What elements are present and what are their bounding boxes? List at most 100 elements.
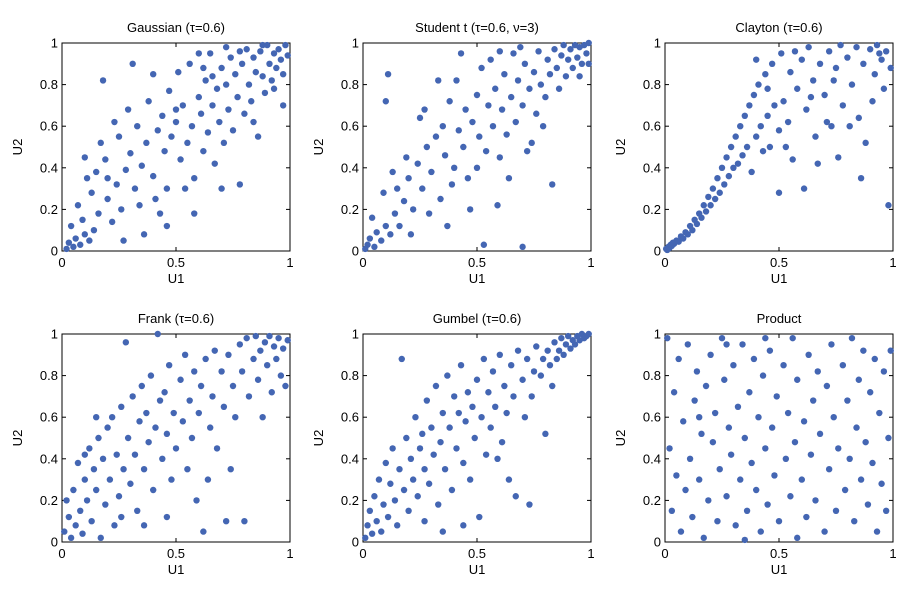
data-point bbox=[546, 362, 554, 369]
data-point bbox=[188, 123, 196, 130]
data-point bbox=[414, 160, 421, 167]
data-point bbox=[391, 210, 399, 217]
data-point bbox=[798, 476, 805, 483]
data-point bbox=[762, 71, 769, 78]
data-point bbox=[207, 50, 214, 57]
data-point bbox=[800, 418, 808, 425]
data-point bbox=[154, 127, 161, 134]
data-point bbox=[775, 127, 783, 134]
data-point bbox=[737, 476, 744, 483]
data-point bbox=[789, 334, 796, 342]
data-point bbox=[127, 480, 134, 487]
data-point bbox=[79, 216, 86, 223]
data-point bbox=[805, 43, 812, 51]
data-point bbox=[549, 382, 556, 390]
data-point bbox=[275, 46, 282, 53]
data-point bbox=[225, 106, 232, 113]
y-tick-label: 0.6 bbox=[643, 410, 661, 425]
data-point bbox=[222, 518, 230, 525]
data-point bbox=[382, 222, 389, 230]
x-tick-label: 0 bbox=[359, 255, 366, 270]
data-point bbox=[400, 197, 408, 205]
data-point bbox=[544, 56, 551, 63]
data-point bbox=[487, 424, 494, 431]
data-point bbox=[537, 81, 545, 88]
data-point bbox=[444, 372, 451, 379]
x-tick-label: 0.5 bbox=[468, 546, 486, 561]
y-tick-label: 1 bbox=[654, 36, 661, 51]
y-tick-label: 1 bbox=[352, 36, 359, 51]
data-point bbox=[864, 501, 872, 508]
y-tick-label: 0.2 bbox=[40, 202, 58, 217]
data-point bbox=[514, 77, 522, 84]
data-point bbox=[88, 518, 95, 525]
data-point bbox=[880, 368, 888, 375]
data-point bbox=[225, 351, 232, 358]
data-point bbox=[585, 39, 592, 47]
data-point bbox=[389, 168, 396, 176]
data-point bbox=[855, 376, 862, 383]
data-point bbox=[689, 227, 696, 234]
data-point bbox=[496, 48, 503, 55]
data-point bbox=[396, 466, 403, 473]
data-point bbox=[93, 486, 100, 494]
data-point bbox=[147, 372, 155, 379]
data-point bbox=[555, 85, 563, 92]
data-point bbox=[853, 43, 860, 51]
data-point bbox=[113, 451, 120, 458]
x-tick-label: 0 bbox=[359, 546, 366, 561]
data-point bbox=[707, 351, 714, 358]
data-point bbox=[261, 339, 269, 346]
data-point bbox=[400, 486, 408, 494]
data-point bbox=[172, 118, 180, 126]
data-point bbox=[81, 451, 89, 458]
data-point bbox=[186, 60, 193, 67]
y-tick-label: 0.2 bbox=[40, 493, 58, 508]
data-point bbox=[72, 235, 79, 242]
data-point bbox=[462, 418, 469, 425]
data-point bbox=[425, 210, 433, 217]
y-tick-label: 1 bbox=[51, 36, 58, 51]
data-point bbox=[150, 486, 157, 494]
data-point bbox=[245, 81, 253, 88]
data-point bbox=[816, 430, 824, 438]
data-point bbox=[421, 106, 428, 113]
data-point bbox=[825, 48, 833, 55]
y-tick-label: 0.4 bbox=[341, 451, 359, 466]
data-point bbox=[841, 486, 849, 494]
data-point bbox=[218, 368, 225, 375]
data-point bbox=[569, 64, 576, 72]
data-point bbox=[498, 106, 506, 113]
data-point bbox=[197, 382, 205, 390]
x-tick-label: 1 bbox=[286, 546, 293, 561]
data-point bbox=[371, 493, 378, 500]
chart-title: Frank (τ=0.6) bbox=[138, 311, 214, 326]
data-point bbox=[412, 414, 419, 421]
data-point bbox=[446, 424, 453, 431]
x-tick-label: 1 bbox=[587, 255, 594, 270]
data-point bbox=[238, 368, 246, 375]
data-point bbox=[236, 48, 244, 55]
data-point bbox=[67, 222, 75, 230]
data-point bbox=[432, 382, 440, 390]
data-point bbox=[544, 347, 551, 354]
y-tick-label: 0.6 bbox=[341, 410, 359, 425]
data-point bbox=[496, 154, 503, 161]
data-point bbox=[387, 231, 394, 238]
data-point bbox=[236, 181, 244, 188]
data-point bbox=[709, 185, 717, 192]
data-point bbox=[168, 133, 175, 140]
data-point bbox=[384, 513, 392, 521]
data-point bbox=[140, 466, 148, 473]
data-point bbox=[202, 77, 209, 84]
data-point bbox=[821, 528, 828, 535]
data-point bbox=[684, 231, 691, 238]
data-point bbox=[416, 445, 424, 452]
data-point bbox=[186, 397, 193, 404]
data-point bbox=[143, 139, 150, 147]
data-point bbox=[371, 243, 378, 251]
data-point bbox=[227, 54, 234, 61]
data-point bbox=[803, 513, 810, 521]
data-point bbox=[238, 60, 246, 67]
data-point bbox=[284, 337, 291, 344]
